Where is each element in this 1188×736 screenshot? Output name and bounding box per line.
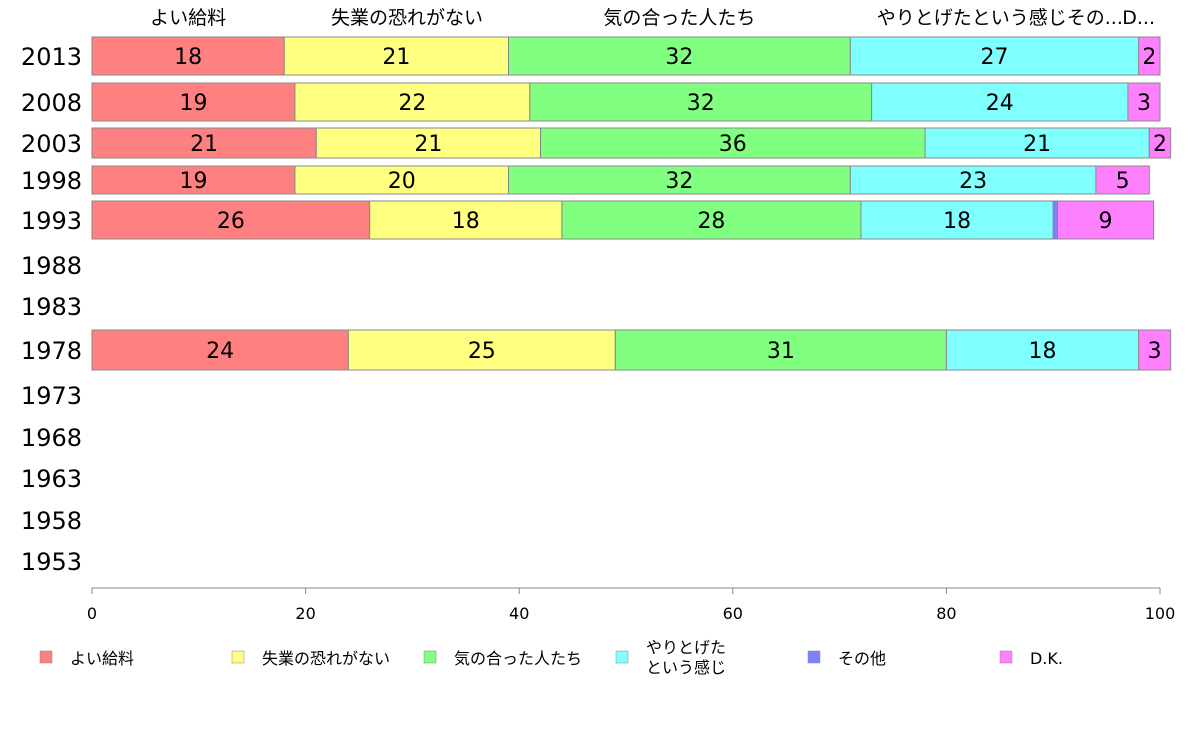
data-label: 32 — [665, 169, 693, 194]
legend-swatch — [39, 650, 53, 664]
data-label: 28 — [697, 209, 725, 234]
data-label: 26 — [217, 209, 245, 234]
bar-segment — [1138, 36, 1161, 76]
bar-segment — [1095, 165, 1150, 195]
data-label: 23 — [959, 169, 987, 194]
data-label: 5 — [1116, 169, 1130, 194]
year-label: 1988 — [21, 252, 82, 280]
data-label: 32 — [687, 91, 715, 116]
top-label: 失業の恐れがない — [331, 7, 483, 29]
bar-segment — [924, 127, 1150, 159]
legend-swatch — [999, 650, 1013, 664]
legend-swatch — [807, 650, 821, 664]
data-label: 9 — [1099, 209, 1113, 234]
data-label: 32 — [665, 45, 693, 70]
bar-segment — [614, 329, 947, 371]
bar-segment — [1138, 329, 1172, 371]
year-label: 1953 — [21, 548, 82, 576]
legend-label: よい給料 — [70, 649, 134, 668]
legend-label: 気の合った人たち — [454, 649, 582, 668]
bar-segment — [91, 127, 317, 159]
bar-segment — [849, 36, 1140, 76]
data-label: 36 — [719, 132, 747, 157]
year-label: 1958 — [21, 507, 82, 535]
bar-segment — [561, 200, 862, 240]
bar-segment — [294, 82, 531, 122]
data-label: 2 — [1153, 132, 1167, 157]
year-label: 1968 — [21, 424, 82, 452]
bar-segment — [1148, 127, 1172, 159]
data-label: 21 — [382, 45, 410, 70]
data-label: 3 — [1137, 91, 1151, 116]
data-label: 19 — [179, 169, 207, 194]
data-label: 2 — [1142, 45, 1156, 70]
bar-segment — [91, 165, 296, 195]
bar-segment — [91, 329, 349, 371]
data-label: 21 — [414, 132, 442, 157]
data-label: 24 — [206, 339, 234, 364]
data-label: 18 — [174, 45, 202, 70]
bar-segment — [315, 127, 542, 159]
data-label: 19 — [179, 91, 207, 116]
bar-segment — [1052, 200, 1058, 240]
data-label: 18 — [452, 209, 480, 234]
legend-label: やりとげた — [646, 638, 726, 657]
top-label: よい給料 — [150, 7, 226, 29]
x-tick-label: 40 — [509, 604, 529, 623]
legend-label: D.K. — [1030, 649, 1063, 668]
year-label: 1973 — [21, 382, 82, 410]
data-label: 18 — [943, 209, 971, 234]
legend-label: 失業の恐れがない — [262, 649, 390, 668]
data-label: 31 — [767, 339, 795, 364]
data-label: 21 — [190, 132, 218, 157]
data-label: 20 — [388, 169, 416, 194]
year-label: 1963 — [21, 465, 82, 493]
data-label: 18 — [1029, 339, 1057, 364]
bar-segment — [91, 36, 285, 76]
bar-segment — [871, 82, 1129, 122]
x-tick-label: 60 — [723, 604, 743, 623]
legend-label: という感じ — [646, 658, 726, 677]
top-label: D... — [1122, 7, 1155, 29]
year-label: 1983 — [21, 293, 82, 321]
bar-segment — [540, 127, 926, 159]
bar-segment — [849, 165, 1097, 195]
bar-segment — [283, 36, 510, 76]
year-label: 1993 — [21, 207, 82, 235]
top-label: 気の合った人たち — [603, 7, 755, 29]
x-tick-label: 20 — [295, 604, 315, 623]
data-label: 27 — [980, 45, 1008, 70]
x-tick-label: 0 — [87, 604, 97, 623]
bar-segment — [529, 82, 873, 122]
x-tick-label: 100 — [1145, 604, 1176, 623]
data-label: 22 — [398, 91, 426, 116]
bar-segment — [1127, 82, 1161, 122]
year-label: 2003 — [21, 130, 82, 158]
data-label: 21 — [1023, 132, 1051, 157]
legend-swatch — [615, 650, 629, 664]
x-tick-label: 80 — [936, 604, 956, 623]
year-label: 1978 — [21, 337, 82, 365]
year-label: 2008 — [21, 89, 82, 117]
bar-segment — [1056, 200, 1155, 240]
bar-segment — [508, 36, 851, 76]
bar-segment — [945, 329, 1140, 371]
legend-label: その他 — [838, 649, 886, 668]
legend-swatch — [423, 650, 437, 664]
year-label: 2013 — [21, 43, 82, 71]
data-label: 25 — [468, 339, 496, 364]
top-label: やりとげたという感じその... — [877, 7, 1123, 29]
data-label: 24 — [986, 91, 1014, 116]
data-label: 3 — [1148, 339, 1162, 364]
legend-swatch — [231, 650, 245, 664]
year-label: 1998 — [21, 167, 82, 195]
bar-segment — [91, 82, 296, 122]
